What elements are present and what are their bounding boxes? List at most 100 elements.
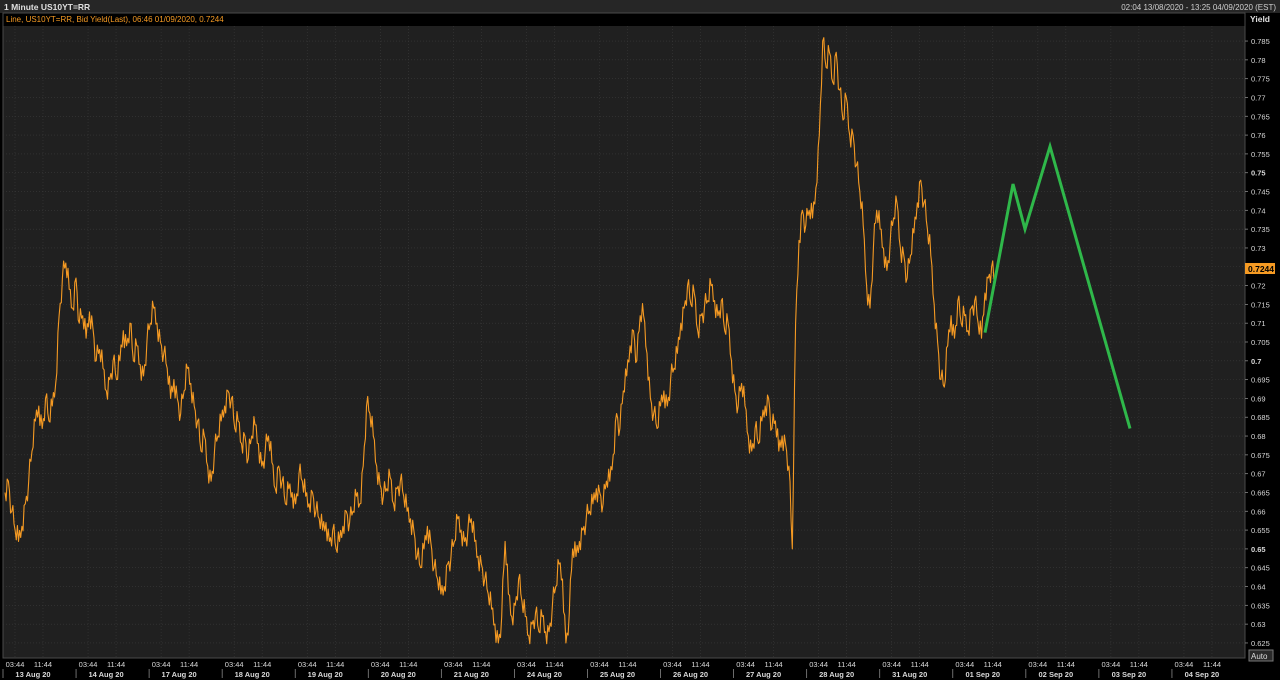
y-tick-label: 0.77	[1251, 93, 1266, 102]
y-tick-label: 0.625	[1251, 639, 1270, 648]
x-day-label: 28 Aug 20	[819, 670, 854, 679]
y-tick-label: 0.66	[1251, 507, 1266, 516]
x-day-label: 18 Aug 20	[235, 670, 270, 679]
grid-lines	[3, 26, 1245, 658]
x-time-label: 11:44	[1130, 660, 1148, 669]
auto-button[interactable]	[1248, 649, 1274, 662]
y-tick-label: 0.72	[1251, 282, 1266, 291]
x-time-label: 11:44	[472, 660, 490, 669]
x-day-label: 25 Aug 20	[600, 670, 635, 679]
x-day-label: 14 Aug 20	[88, 670, 123, 679]
y-tick-label: 0.64	[1251, 583, 1266, 592]
x-day-label: 20 Aug 20	[381, 670, 416, 679]
chart-border	[2, 12, 1246, 659]
x-time-label: 11:44	[545, 660, 563, 669]
y-tick-label: 0.67	[1251, 470, 1266, 479]
x-time-label: 03:44	[225, 660, 244, 669]
x-time-label: 03:44	[1175, 660, 1194, 669]
y-tick-label: 0.71	[1251, 319, 1266, 328]
y-tick-label: 0.65	[1251, 545, 1266, 554]
x-time-label: 11:44	[984, 660, 1002, 669]
y-tick-label: 0.73	[1251, 244, 1266, 253]
y-tick-label: 0.75	[1251, 169, 1266, 178]
y-tick-label: 0.685	[1251, 413, 1270, 422]
y-axis: 0.625 0.63 0.635 0.64 0.645 0.65 0.655 0.66 0.66…	[1245, 37, 1270, 648]
x-day-label: 13 Aug 20	[15, 670, 50, 679]
y-tick-label: 0.78	[1251, 56, 1266, 65]
x-time-label: 03:44	[1101, 660, 1120, 669]
y-tick-label: 0.665	[1251, 488, 1270, 497]
y-tick-label: 0.745	[1251, 188, 1270, 197]
legend-label: Line, US10YT=RR, Bid Yield(Last), 06:46 …	[6, 15, 224, 24]
y-tick-label: 0.735	[1251, 225, 1270, 234]
y-tick-label: 0.645	[1251, 564, 1270, 573]
x-day-label: 17 Aug 20	[162, 670, 197, 679]
x-day-label: 24 Aug 20	[527, 670, 562, 679]
x-time-label: 11:44	[107, 660, 125, 669]
x-time-label: 03:44	[663, 660, 682, 669]
last-value-marker	[1245, 263, 1275, 274]
x-time-label: 11:44	[1057, 660, 1075, 669]
x-day-label: 27 Aug 20	[746, 670, 781, 679]
chart-title: 1 Minute US10YT=RR	[4, 2, 90, 12]
y-tick-label: 0.675	[1251, 451, 1270, 460]
x-time-label: 11:44	[34, 660, 52, 669]
y-tick-label: 0.765	[1251, 112, 1270, 121]
date-range: 02:04 13/08/2020 - 13:25 04/09/2020 (EST…	[1121, 3, 1276, 12]
x-day-label: 21 Aug 20	[454, 670, 489, 679]
x-time-label: 11:44	[691, 660, 709, 669]
last-value-label: 0.7244	[1248, 264, 1274, 274]
x-time-label: 11:44	[399, 660, 417, 669]
y-tick-label: 0.63	[1251, 620, 1266, 629]
x-time-label: 03:44	[736, 660, 755, 669]
projection-line	[983, 141, 1132, 429]
x-time-label: 11:44	[618, 660, 636, 669]
y-tick-label: 0.76	[1251, 131, 1266, 140]
x-time-label: 03:44	[444, 660, 463, 669]
y-tick-label: 0.74	[1251, 206, 1266, 215]
x-day-label: 31 Aug 20	[892, 670, 927, 679]
y-tick-label: 0.775	[1251, 75, 1270, 84]
y-tick-label: 0.755	[1251, 150, 1270, 159]
x-time-label: 03:44	[79, 660, 98, 669]
y-tick-label: 0.695	[1251, 376, 1270, 385]
x-day-label: 04 Sep 20	[1185, 670, 1220, 679]
x-day-label: 01 Sep 20	[965, 670, 1000, 679]
x-time-label: 11:44	[1203, 660, 1221, 669]
x-time-label: 03:44	[809, 660, 828, 669]
y-tick-label: 0.68	[1251, 432, 1266, 441]
x-time-label: 11:44	[253, 660, 271, 669]
x-day-label: 02 Sep 20	[1039, 670, 1074, 679]
y-tick-label: 0.635	[1251, 601, 1270, 610]
x-time-label: 03:44	[1028, 660, 1047, 669]
y-tick-label: 0.655	[1251, 526, 1270, 535]
y-tick-label: 0.7	[1251, 357, 1261, 366]
x-time-label: 11:44	[764, 660, 782, 669]
x-time-label: 11:44	[911, 660, 929, 669]
y-axis-title: Yield	[1250, 14, 1270, 24]
x-time-label: 03:44	[517, 660, 536, 669]
x-time-label: 03:44	[955, 660, 974, 669]
series-layer	[4, 37, 1132, 645]
y-tick-label: 0.715	[1251, 300, 1270, 309]
title-bar	[0, 0, 1280, 13]
x-time-label: 03:44	[152, 660, 171, 669]
y-tick-label: 0.785	[1251, 37, 1270, 46]
x-time-label: 11:44	[180, 660, 198, 669]
x-time-label: 03:44	[6, 660, 25, 669]
x-day-label: 03 Sep 20	[1112, 670, 1147, 679]
x-time-label: 03:44	[590, 660, 609, 669]
x-time-label: 11:44	[838, 660, 856, 669]
yield-series-line	[4, 37, 996, 645]
auto-button-label: Auto	[1251, 652, 1268, 661]
x-time-label: 03:44	[882, 660, 901, 669]
y-tick-label: 0.705	[1251, 338, 1270, 347]
x-day-label: 26 Aug 20	[673, 670, 708, 679]
x-time-label: 11:44	[326, 660, 344, 669]
x-time-label: 03:44	[371, 660, 390, 669]
x-day-label: 19 Aug 20	[308, 670, 343, 679]
x-time-label: 03:44	[298, 660, 317, 669]
y-tick-label: 0.69	[1251, 394, 1266, 403]
